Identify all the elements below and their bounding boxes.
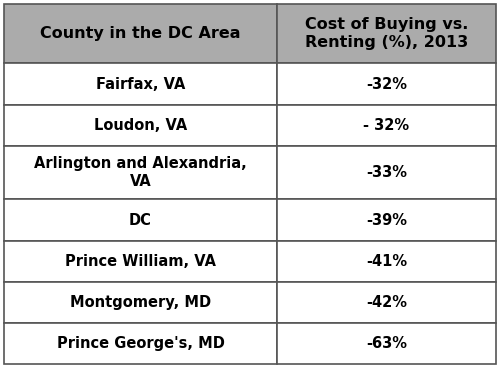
- Text: Montgomery, MD: Montgomery, MD: [70, 295, 211, 310]
- Bar: [4, 282, 277, 323]
- Text: -39%: -39%: [366, 213, 407, 227]
- Bar: [277, 105, 496, 146]
- Text: -41%: -41%: [366, 254, 407, 269]
- Text: Arlington and Alexandria,
VA: Arlington and Alexandria, VA: [34, 156, 247, 190]
- Text: Prince William, VA: Prince William, VA: [65, 254, 216, 269]
- Bar: [277, 4, 496, 63]
- Bar: [4, 4, 277, 63]
- Bar: [4, 105, 277, 146]
- Text: Fairfax, VA: Fairfax, VA: [96, 77, 185, 92]
- Bar: [4, 146, 277, 199]
- Text: -32%: -32%: [366, 77, 407, 92]
- Bar: [277, 146, 496, 199]
- Bar: [277, 199, 496, 241]
- Text: -42%: -42%: [366, 295, 407, 310]
- Text: County in the DC Area: County in the DC Area: [40, 26, 241, 41]
- Bar: [277, 323, 496, 364]
- Bar: [4, 199, 277, 241]
- Text: -33%: -33%: [366, 165, 407, 180]
- Bar: [277, 241, 496, 282]
- Bar: [4, 63, 277, 105]
- Bar: [4, 241, 277, 282]
- Text: Prince George's, MD: Prince George's, MD: [56, 336, 224, 351]
- Text: Cost of Buying vs.
Renting (%), 2013: Cost of Buying vs. Renting (%), 2013: [305, 17, 468, 50]
- Text: -63%: -63%: [366, 336, 407, 351]
- Text: DC: DC: [129, 213, 152, 227]
- Text: Loudon, VA: Loudon, VA: [94, 118, 187, 133]
- Bar: [277, 282, 496, 323]
- Bar: [277, 63, 496, 105]
- Bar: [4, 323, 277, 364]
- Text: - 32%: - 32%: [364, 118, 410, 133]
